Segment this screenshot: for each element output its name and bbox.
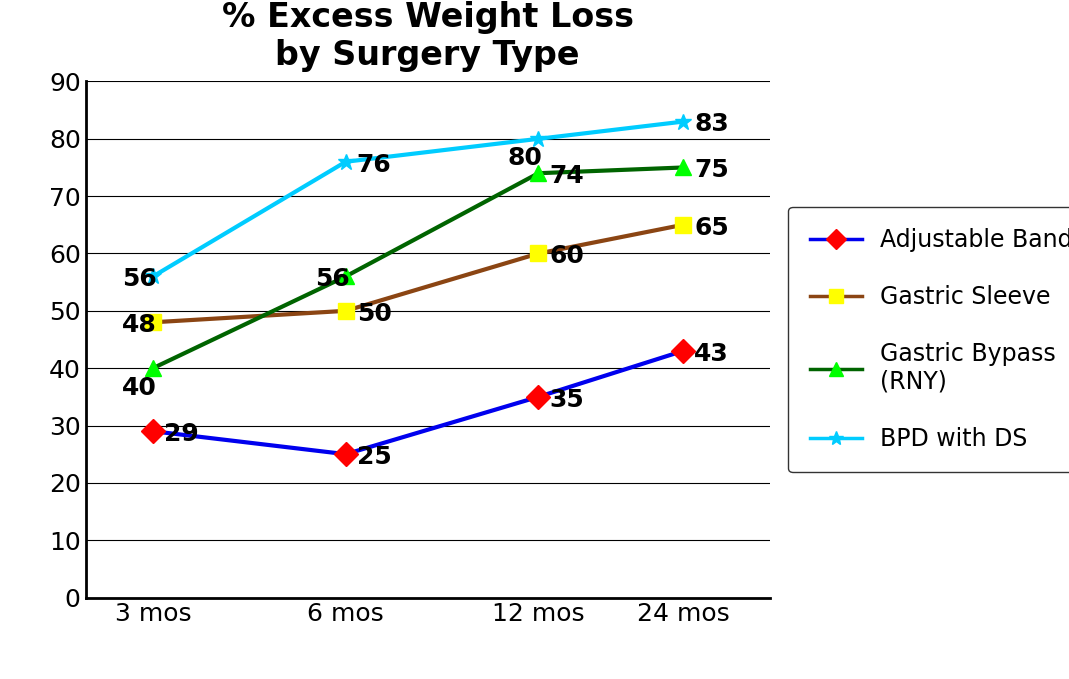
Legend: Adjustable Band, Gastric Sleeve, Gastric Bypass
(RNY), BPD with DS: Adjustable Band, Gastric Sleeve, Gastric…: [788, 207, 1069, 472]
Text: 25: 25: [357, 445, 391, 469]
Text: 40: 40: [123, 375, 157, 400]
Text: 65: 65: [694, 216, 729, 240]
Text: 56: 56: [315, 268, 350, 291]
Text: 60: 60: [549, 244, 585, 268]
Text: 74: 74: [549, 164, 585, 188]
Text: 35: 35: [549, 388, 585, 411]
Text: 48: 48: [123, 313, 157, 337]
Text: 56: 56: [123, 268, 157, 291]
Text: 50: 50: [357, 301, 391, 326]
Text: 29: 29: [164, 422, 199, 446]
Text: 83: 83: [694, 113, 729, 136]
Text: 80: 80: [508, 146, 543, 170]
Text: 76: 76: [357, 153, 391, 177]
Text: 43: 43: [694, 342, 729, 366]
Title: % Excess Weight Loss
by Surgery Type: % Excess Weight Loss by Surgery Type: [221, 1, 634, 72]
Text: 75: 75: [694, 158, 729, 182]
